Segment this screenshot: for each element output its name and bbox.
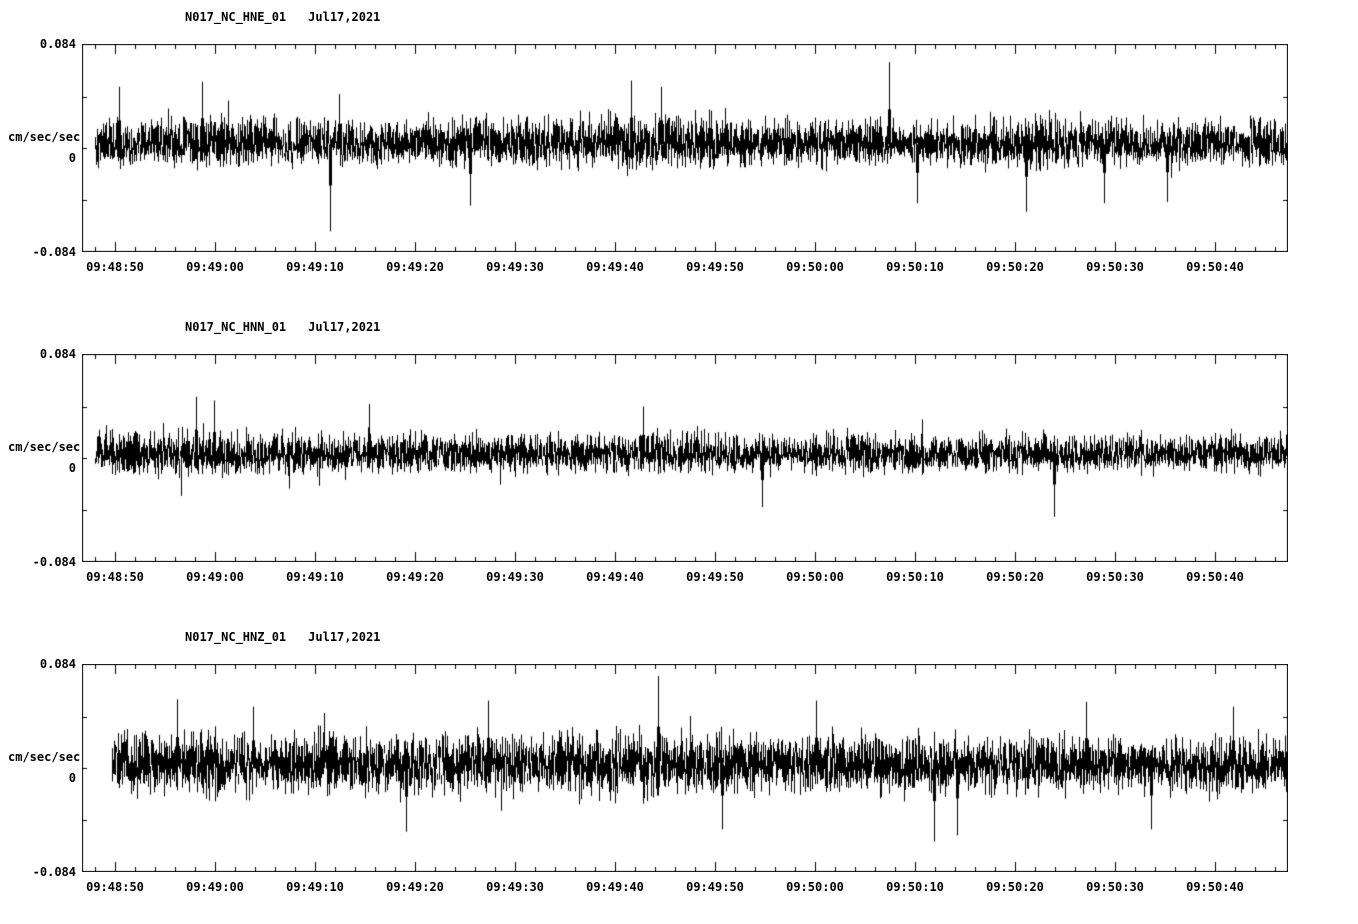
waveform-canvas-hnn (82, 354, 1288, 562)
y-axis-units-label: cm/sec/sec (8, 750, 81, 764)
x-tick-label: 09:50:10 (886, 570, 944, 584)
y-axis-max-label: 0.084 (39, 37, 76, 51)
y-axis-units-label: cm/sec/sec (8, 440, 81, 454)
y-axis-zero-label: 0 (68, 461, 76, 475)
y-axis-zero-label: 0 (68, 151, 76, 165)
x-tick-label: 09:49:40 (586, 260, 644, 274)
x-tick-label: 09:49:20 (386, 260, 444, 274)
x-tick-label: 09:49:10 (286, 880, 344, 894)
x-tick-label: 09:50:30 (1086, 880, 1144, 894)
x-axis-labels: 09:48:50 09:49:00 09:49:10 09:49:20 09:49:30… (82, 260, 1288, 276)
x-tick-label: 09:49:10 (286, 260, 344, 274)
x-tick-label: 09:49:20 (386, 570, 444, 584)
date-label: Jul17,2021 (308, 630, 381, 644)
x-tick-label: 09:50:10 (886, 260, 944, 274)
date-label: Jul17,2021 (308, 10, 381, 24)
x-tick-label: 09:49:30 (486, 880, 544, 894)
x-tick-label: 09:50:30 (1086, 570, 1144, 584)
waveform-panel-hnn: N017_NC_HNN_01 Jul17,2021 0.084 cm/sec/se… (0, 318, 1358, 618)
x-tick-label: 09:49:00 (186, 880, 244, 894)
x-tick-label: 09:48:50 (86, 260, 144, 274)
station-label: N017_NC_HNZ_01 (185, 630, 287, 644)
panel-title: N017_NC_HNN_01 Jul17,2021 (185, 320, 380, 334)
x-tick-label: 09:48:50 (86, 570, 144, 584)
x-tick-label: 09:48:50 (86, 880, 144, 894)
date-label: Jul17,2021 (308, 320, 381, 334)
waveform-panel-hne: N017_NC_HNE_01 Jul17,2021 0.084 cm/sec/se… (0, 8, 1358, 308)
x-tick-label: 09:50:00 (786, 260, 844, 274)
x-tick-label: 09:49:00 (186, 260, 244, 274)
x-tick-label: 09:49:10 (286, 570, 344, 584)
x-tick-label: 09:49:30 (486, 570, 544, 584)
x-tick-label: 09:50:00 (786, 570, 844, 584)
x-tick-label: 09:50:20 (986, 570, 1044, 584)
x-tick-label: 09:50:40 (1186, 880, 1244, 894)
x-tick-label: 09:49:00 (186, 570, 244, 584)
x-tick-label: 09:50:30 (1086, 260, 1144, 274)
y-axis-zero-label: 0 (68, 771, 76, 785)
y-axis-min-label: -0.084 (32, 245, 76, 259)
x-tick-label: 09:49:30 (486, 260, 544, 274)
x-tick-label: 09:50:40 (1186, 570, 1244, 584)
station-label: N017_NC_HNE_01 (185, 10, 287, 24)
y-axis-max-label: 0.084 (39, 657, 76, 671)
x-tick-label: 09:49:50 (686, 570, 744, 584)
x-axis-labels: 09:48:50 09:49:00 09:49:10 09:49:20 09:49:30… (82, 880, 1288, 896)
x-tick-label: 09:49:40 (586, 880, 644, 894)
x-axis-labels: 09:48:50 09:49:00 09:49:10 09:49:20 09:49:30… (82, 570, 1288, 586)
y-axis-min-label: -0.084 (32, 555, 76, 569)
station-label: N017_NC_HNN_01 (185, 320, 287, 334)
x-tick-label: 09:50:40 (1186, 260, 1244, 274)
y-axis-min-label: -0.084 (32, 865, 76, 879)
y-axis-max-label: 0.084 (39, 347, 76, 361)
waveform-panel-hnz: N017_NC_HNZ_01 Jul17,2021 0.084 cm/sec/se… (0, 628, 1358, 924)
waveform-canvas-hne (82, 44, 1288, 252)
x-tick-label: 09:50:20 (986, 260, 1044, 274)
x-tick-label: 09:49:40 (586, 570, 644, 584)
x-tick-label: 09:50:10 (886, 880, 944, 894)
x-tick-label: 09:49:50 (686, 260, 744, 274)
waveform-canvas-hnz (82, 664, 1288, 872)
x-tick-label: 09:50:00 (786, 880, 844, 894)
y-axis-units-label: cm/sec/sec (8, 130, 81, 144)
panel-title: N017_NC_HNZ_01 Jul17,2021 (185, 630, 380, 644)
panel-title: N017_NC_HNE_01 Jul17,2021 (185, 10, 380, 24)
x-tick-label: 09:50:20 (986, 880, 1044, 894)
x-tick-label: 09:49:20 (386, 880, 444, 894)
x-tick-label: 09:49:50 (686, 880, 744, 894)
